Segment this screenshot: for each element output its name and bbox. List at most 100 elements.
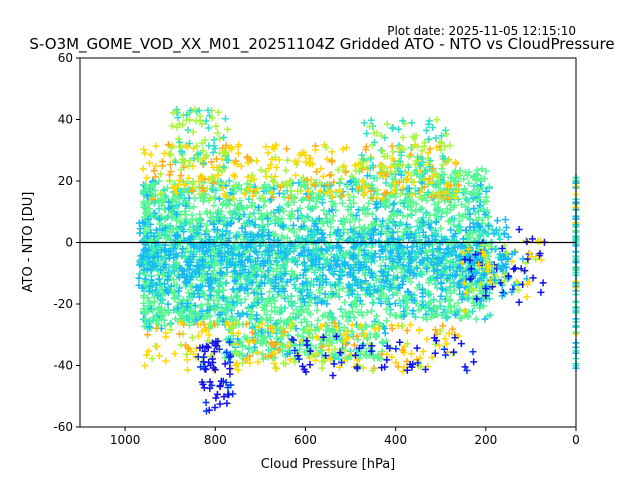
- data-point: [178, 300, 186, 308]
- data-point: [192, 216, 200, 224]
- data-point: [409, 307, 417, 315]
- data-point: [428, 225, 436, 233]
- data-point: [215, 345, 223, 353]
- data-point: [257, 166, 265, 174]
- data-point: [493, 217, 501, 225]
- data-point: [188, 334, 196, 342]
- data-point: [237, 338, 245, 346]
- data-point: [316, 347, 324, 355]
- data-point: [318, 247, 326, 255]
- data-point: [351, 351, 359, 359]
- data-point: [149, 306, 157, 314]
- data-point: [459, 242, 467, 250]
- data-point: [135, 274, 143, 282]
- data-point: [155, 290, 163, 298]
- data-point: [315, 193, 323, 201]
- data-point: [282, 360, 290, 368]
- data-point: [159, 157, 167, 165]
- data-point: [399, 261, 407, 269]
- data-point: [360, 119, 368, 127]
- data-point: [383, 356, 391, 364]
- data-point: [229, 315, 237, 323]
- data-point: [291, 258, 299, 266]
- data-point: [212, 394, 220, 402]
- data-point: [363, 130, 371, 138]
- data-point: [416, 205, 424, 213]
- data-point: [248, 199, 256, 207]
- data-point: [319, 271, 327, 279]
- data-point: [400, 312, 408, 320]
- data-point: [200, 274, 208, 282]
- data-point: [250, 175, 258, 183]
- data-point: [194, 353, 202, 361]
- data-point: [189, 180, 197, 188]
- data-point: [398, 322, 406, 330]
- data-point: [387, 170, 395, 178]
- data-point: [261, 225, 269, 233]
- data-point: [278, 222, 286, 230]
- data-point: [236, 312, 244, 320]
- data-point: [187, 273, 195, 281]
- data-point: [166, 177, 174, 185]
- data-point: [352, 275, 360, 283]
- data-point: [279, 324, 287, 332]
- data-point: [469, 189, 477, 197]
- data-point: [359, 342, 367, 350]
- data-point: [259, 193, 267, 201]
- data-point: [233, 209, 241, 217]
- data-point: [260, 333, 268, 341]
- data-point: [298, 237, 306, 245]
- data-point: [523, 293, 531, 301]
- data-point: [189, 253, 197, 261]
- data-point: [476, 280, 484, 288]
- data-point: [379, 162, 387, 170]
- data-point: [185, 321, 193, 329]
- data-point: [515, 298, 523, 306]
- data-point: [152, 162, 160, 170]
- data-point: [211, 276, 219, 284]
- data-point: [263, 311, 271, 319]
- data-point: [432, 218, 440, 226]
- data-point: [361, 254, 369, 262]
- data-point: [397, 151, 405, 159]
- data-point: [498, 255, 506, 263]
- data-point: [162, 333, 170, 341]
- data-point: [389, 148, 397, 156]
- data-point: [364, 209, 372, 217]
- data-point: [271, 153, 279, 161]
- data-point: [303, 212, 311, 220]
- data-point: [330, 360, 338, 368]
- data-point: [190, 319, 198, 327]
- data-point: [277, 183, 285, 191]
- data-point: [414, 217, 422, 225]
- data-point: [299, 332, 307, 340]
- data-point: [511, 264, 519, 272]
- data-point: [303, 318, 311, 326]
- data-point: [208, 114, 216, 122]
- data-point: [456, 217, 464, 225]
- data-point: [431, 340, 439, 348]
- data-point: [229, 324, 237, 332]
- data-point: [196, 214, 204, 222]
- data-point: [250, 188, 258, 196]
- data-point: [469, 307, 477, 315]
- data-point: [152, 142, 160, 150]
- data-point: [445, 244, 453, 252]
- data-point: [309, 248, 317, 256]
- data-point: [243, 355, 251, 363]
- data-point: [465, 179, 473, 187]
- data-point: [529, 274, 537, 282]
- data-point: [328, 156, 336, 164]
- data-point: [329, 314, 337, 322]
- data-point: [514, 286, 522, 294]
- data-point: [257, 260, 265, 268]
- data-point: [229, 250, 237, 258]
- data-point: [435, 174, 443, 182]
- data-point: [357, 264, 365, 272]
- data-point: [331, 200, 339, 208]
- data-point: [472, 170, 480, 178]
- data-point: [428, 353, 436, 361]
- data-point: [391, 162, 399, 170]
- data-point: [285, 194, 293, 202]
- data-point: [451, 311, 459, 319]
